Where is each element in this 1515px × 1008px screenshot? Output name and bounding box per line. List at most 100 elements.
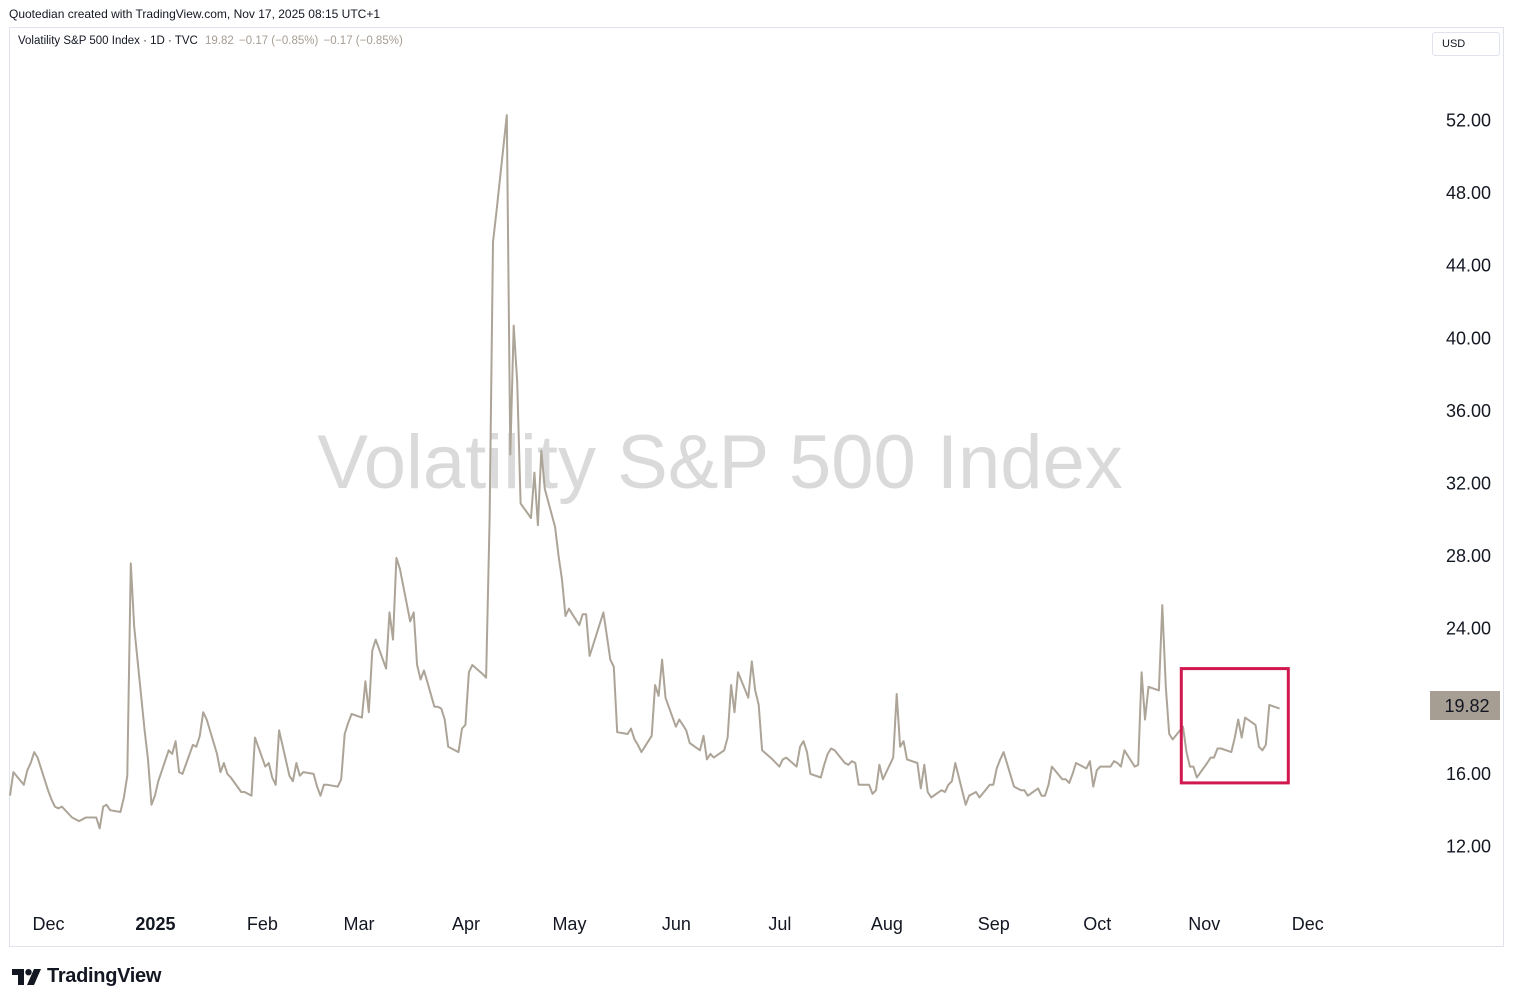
data-point: [795, 765, 798, 768]
data-point: [1050, 765, 1053, 768]
data-point: [423, 669, 426, 672]
data-point: [1185, 751, 1188, 754]
data-point: [181, 772, 184, 775]
x-tick-label: Apr: [452, 914, 480, 934]
data-point: [892, 756, 895, 759]
data-point: [640, 751, 643, 754]
data-point: [1037, 787, 1040, 790]
y-tick-label: 48.00: [1446, 183, 1491, 203]
data-point: [875, 789, 878, 792]
data-point: [930, 796, 933, 799]
data-point: [436, 705, 439, 708]
data-point: [1044, 794, 1047, 797]
data-point: [371, 649, 374, 652]
change-value-2: −0.17 (−0.85%): [323, 35, 403, 47]
data-point: [999, 758, 1002, 761]
data-point: [650, 734, 653, 737]
data-point: [98, 827, 101, 830]
data-point: [240, 791, 243, 794]
symbol-name: Volatility S&P 500 Index · 1D · TVC: [18, 35, 198, 47]
data-point: [1064, 778, 1067, 781]
data-point: [947, 783, 950, 786]
currency-selector[interactable]: USD: [1432, 32, 1500, 56]
y-tick-label: 28.00: [1446, 546, 1491, 566]
data-point: [295, 762, 298, 765]
x-tick-label: Dec: [1292, 914, 1324, 934]
data-point: [802, 740, 805, 743]
data-point: [271, 776, 274, 779]
data-point: [554, 526, 557, 529]
data-point: [533, 471, 536, 474]
tradingview-logo[interactable]: TradingView: [12, 965, 161, 988]
data-point: [129, 562, 132, 565]
data-point: [53, 805, 56, 808]
chart-frame: [9, 27, 1504, 947]
x-tick-label: Mar: [344, 914, 375, 934]
data-point: [1254, 723, 1257, 726]
data-point: [612, 665, 615, 668]
price-tag: [1430, 691, 1500, 720]
data-point: [626, 733, 629, 736]
data-point: [1047, 783, 1050, 786]
data-point: [771, 758, 774, 761]
data-point: [778, 765, 781, 768]
data-point: [833, 749, 836, 752]
data-point: [661, 658, 664, 661]
data-point: [1240, 736, 1243, 739]
data-point: [1206, 762, 1209, 765]
y-tick-label: 40.00: [1446, 328, 1491, 348]
data-point: [1019, 789, 1022, 792]
data-point: [1209, 756, 1212, 759]
data-point: [1220, 747, 1223, 750]
data-point: [657, 694, 660, 697]
data-point: [1119, 765, 1122, 768]
data-point: [461, 727, 464, 730]
data-point: [1144, 718, 1147, 721]
data-point: [322, 783, 325, 786]
data-point: [806, 751, 809, 754]
data-point: [557, 555, 560, 558]
data-point: [919, 787, 922, 790]
data-point: [567, 607, 570, 610]
data-point: [1264, 743, 1267, 746]
data-point: [488, 518, 491, 521]
data-point: [347, 722, 350, 725]
data-point: [195, 745, 198, 748]
data-point: [312, 772, 315, 775]
data-point: [1192, 765, 1195, 768]
data-point: [412, 611, 415, 614]
data-point: [819, 776, 822, 779]
data-point: [895, 693, 898, 696]
data-point: [1230, 751, 1233, 754]
data-point: [540, 449, 543, 452]
data-point: [1182, 725, 1185, 728]
y-tick-label: 44.00: [1446, 256, 1491, 276]
data-point: [457, 751, 460, 754]
data-point: [440, 707, 443, 710]
data-point: [916, 762, 919, 765]
data-point: [588, 654, 591, 657]
data-point: [26, 769, 29, 772]
data-point: [1133, 765, 1136, 768]
data-point: [906, 758, 909, 761]
symbol-legend[interactable]: Volatility S&P 500 Index · 1D · TVC 19.8…: [18, 35, 403, 47]
data-point: [978, 796, 981, 799]
price-axis: 12.00 16.00 24.00 28.00 32.00 36.00 40.00 44.00…: [1446, 111, 1491, 857]
data-point: [467, 671, 470, 674]
data-point: [761, 749, 764, 752]
data-point: [147, 758, 150, 761]
x-tick-label: Oct: [1083, 914, 1111, 934]
data-point: [433, 705, 436, 708]
data-point: [1068, 782, 1071, 785]
data-point: [954, 762, 957, 765]
data-point: [319, 794, 322, 797]
data-point: [964, 803, 967, 806]
data-point: [1116, 762, 1119, 765]
data-point: [561, 578, 564, 581]
time-axis: Dec 2025 Feb Mar Apr May Jun Jul Aug Sep Oct Nov Dec: [32, 914, 1323, 934]
data-point: [509, 453, 512, 456]
data-point: [809, 772, 812, 775]
data-point: [1013, 785, 1016, 788]
data-point: [992, 783, 995, 786]
